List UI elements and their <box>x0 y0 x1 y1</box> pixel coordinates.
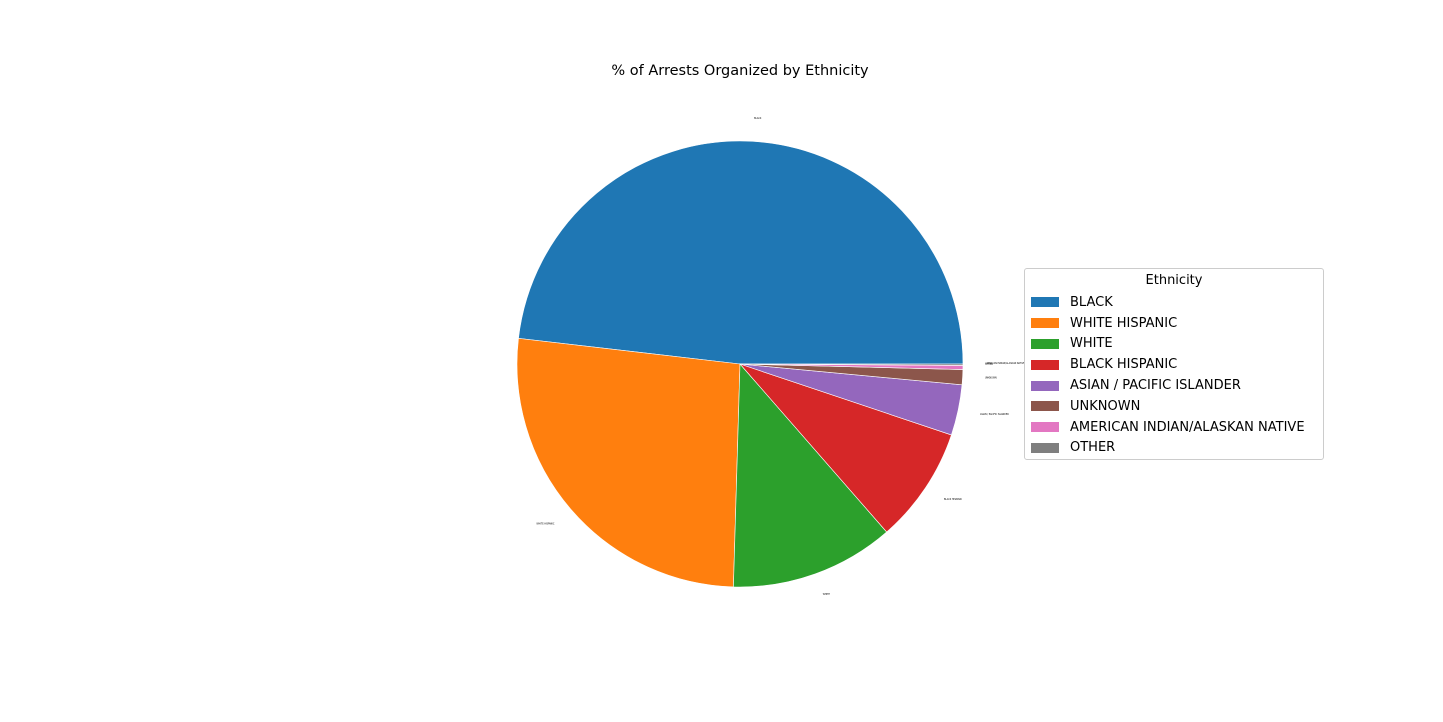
pie-slice-black-hispanic <box>739 363 952 533</box>
legend-item: BLACK <box>1025 292 1323 313</box>
legend-item: UNKNOWN <box>1025 396 1323 417</box>
slice-label: ASIAN / PACIFIC ISLANDER <box>980 413 1009 416</box>
legend-swatch <box>1031 422 1059 433</box>
slice-label: WHITE <box>823 593 831 596</box>
legend-swatch <box>1031 318 1059 329</box>
legend-label: WHITE HISPANIC <box>1070 315 1178 331</box>
pie-slice-other <box>739 363 964 366</box>
legend-item: WHITE HISPANIC <box>1025 313 1323 334</box>
legend-item: ASIAN / PACIFIC ISLANDER <box>1025 375 1323 396</box>
legend-label: BLACK <box>1070 294 1113 310</box>
slice-label: BLACK HISPANIC <box>944 498 963 501</box>
pie-slice-white <box>733 363 888 588</box>
legend: Ethnicity BLACK WHITE HISPANIC WHITE BLACK … <box>1024 268 1324 460</box>
legend-item: OTHER <box>1025 438 1323 459</box>
slice-label: WHITE HISPANIC <box>536 522 555 525</box>
slice-label: UNKNOWN <box>985 377 997 380</box>
legend-swatch <box>1031 359 1059 370</box>
legend-label: ASIAN / PACIFIC ISLANDER <box>1070 378 1241 394</box>
legend-swatch <box>1031 338 1059 349</box>
slice-label: BLACK <box>754 117 762 120</box>
chart-title: % of Arrests Organized by Ethnicity <box>611 63 869 79</box>
legend-swatch <box>1031 401 1059 412</box>
legend-swatch <box>1031 380 1059 391</box>
legend-label: WHITE <box>1070 336 1113 352</box>
legend-label: OTHER <box>1070 440 1116 456</box>
legend-title: Ethnicity <box>1145 273 1203 288</box>
legend-swatch <box>1031 442 1059 453</box>
slice-label: AMERICAN INDIAN/ALASKAN NATIVE <box>985 362 1025 365</box>
legend-swatch <box>1031 297 1059 308</box>
legend-label: UNKNOWN <box>1070 398 1141 414</box>
pie-slice-white-hispanic <box>516 338 741 588</box>
legend-item: WHITE <box>1025 334 1323 355</box>
legend-item: BLACK HISPANIC <box>1025 354 1323 375</box>
legend-label: BLACK HISPANIC <box>1070 357 1178 373</box>
slice-label: OTHER <box>985 363 993 366</box>
legend-item: AMERICAN INDIAN/ALASKAN NATIVE <box>1025 417 1323 438</box>
legend-label: AMERICAN INDIAN/ALASKAN NATIVE <box>1070 419 1305 435</box>
pie-slice-black <box>518 140 964 365</box>
